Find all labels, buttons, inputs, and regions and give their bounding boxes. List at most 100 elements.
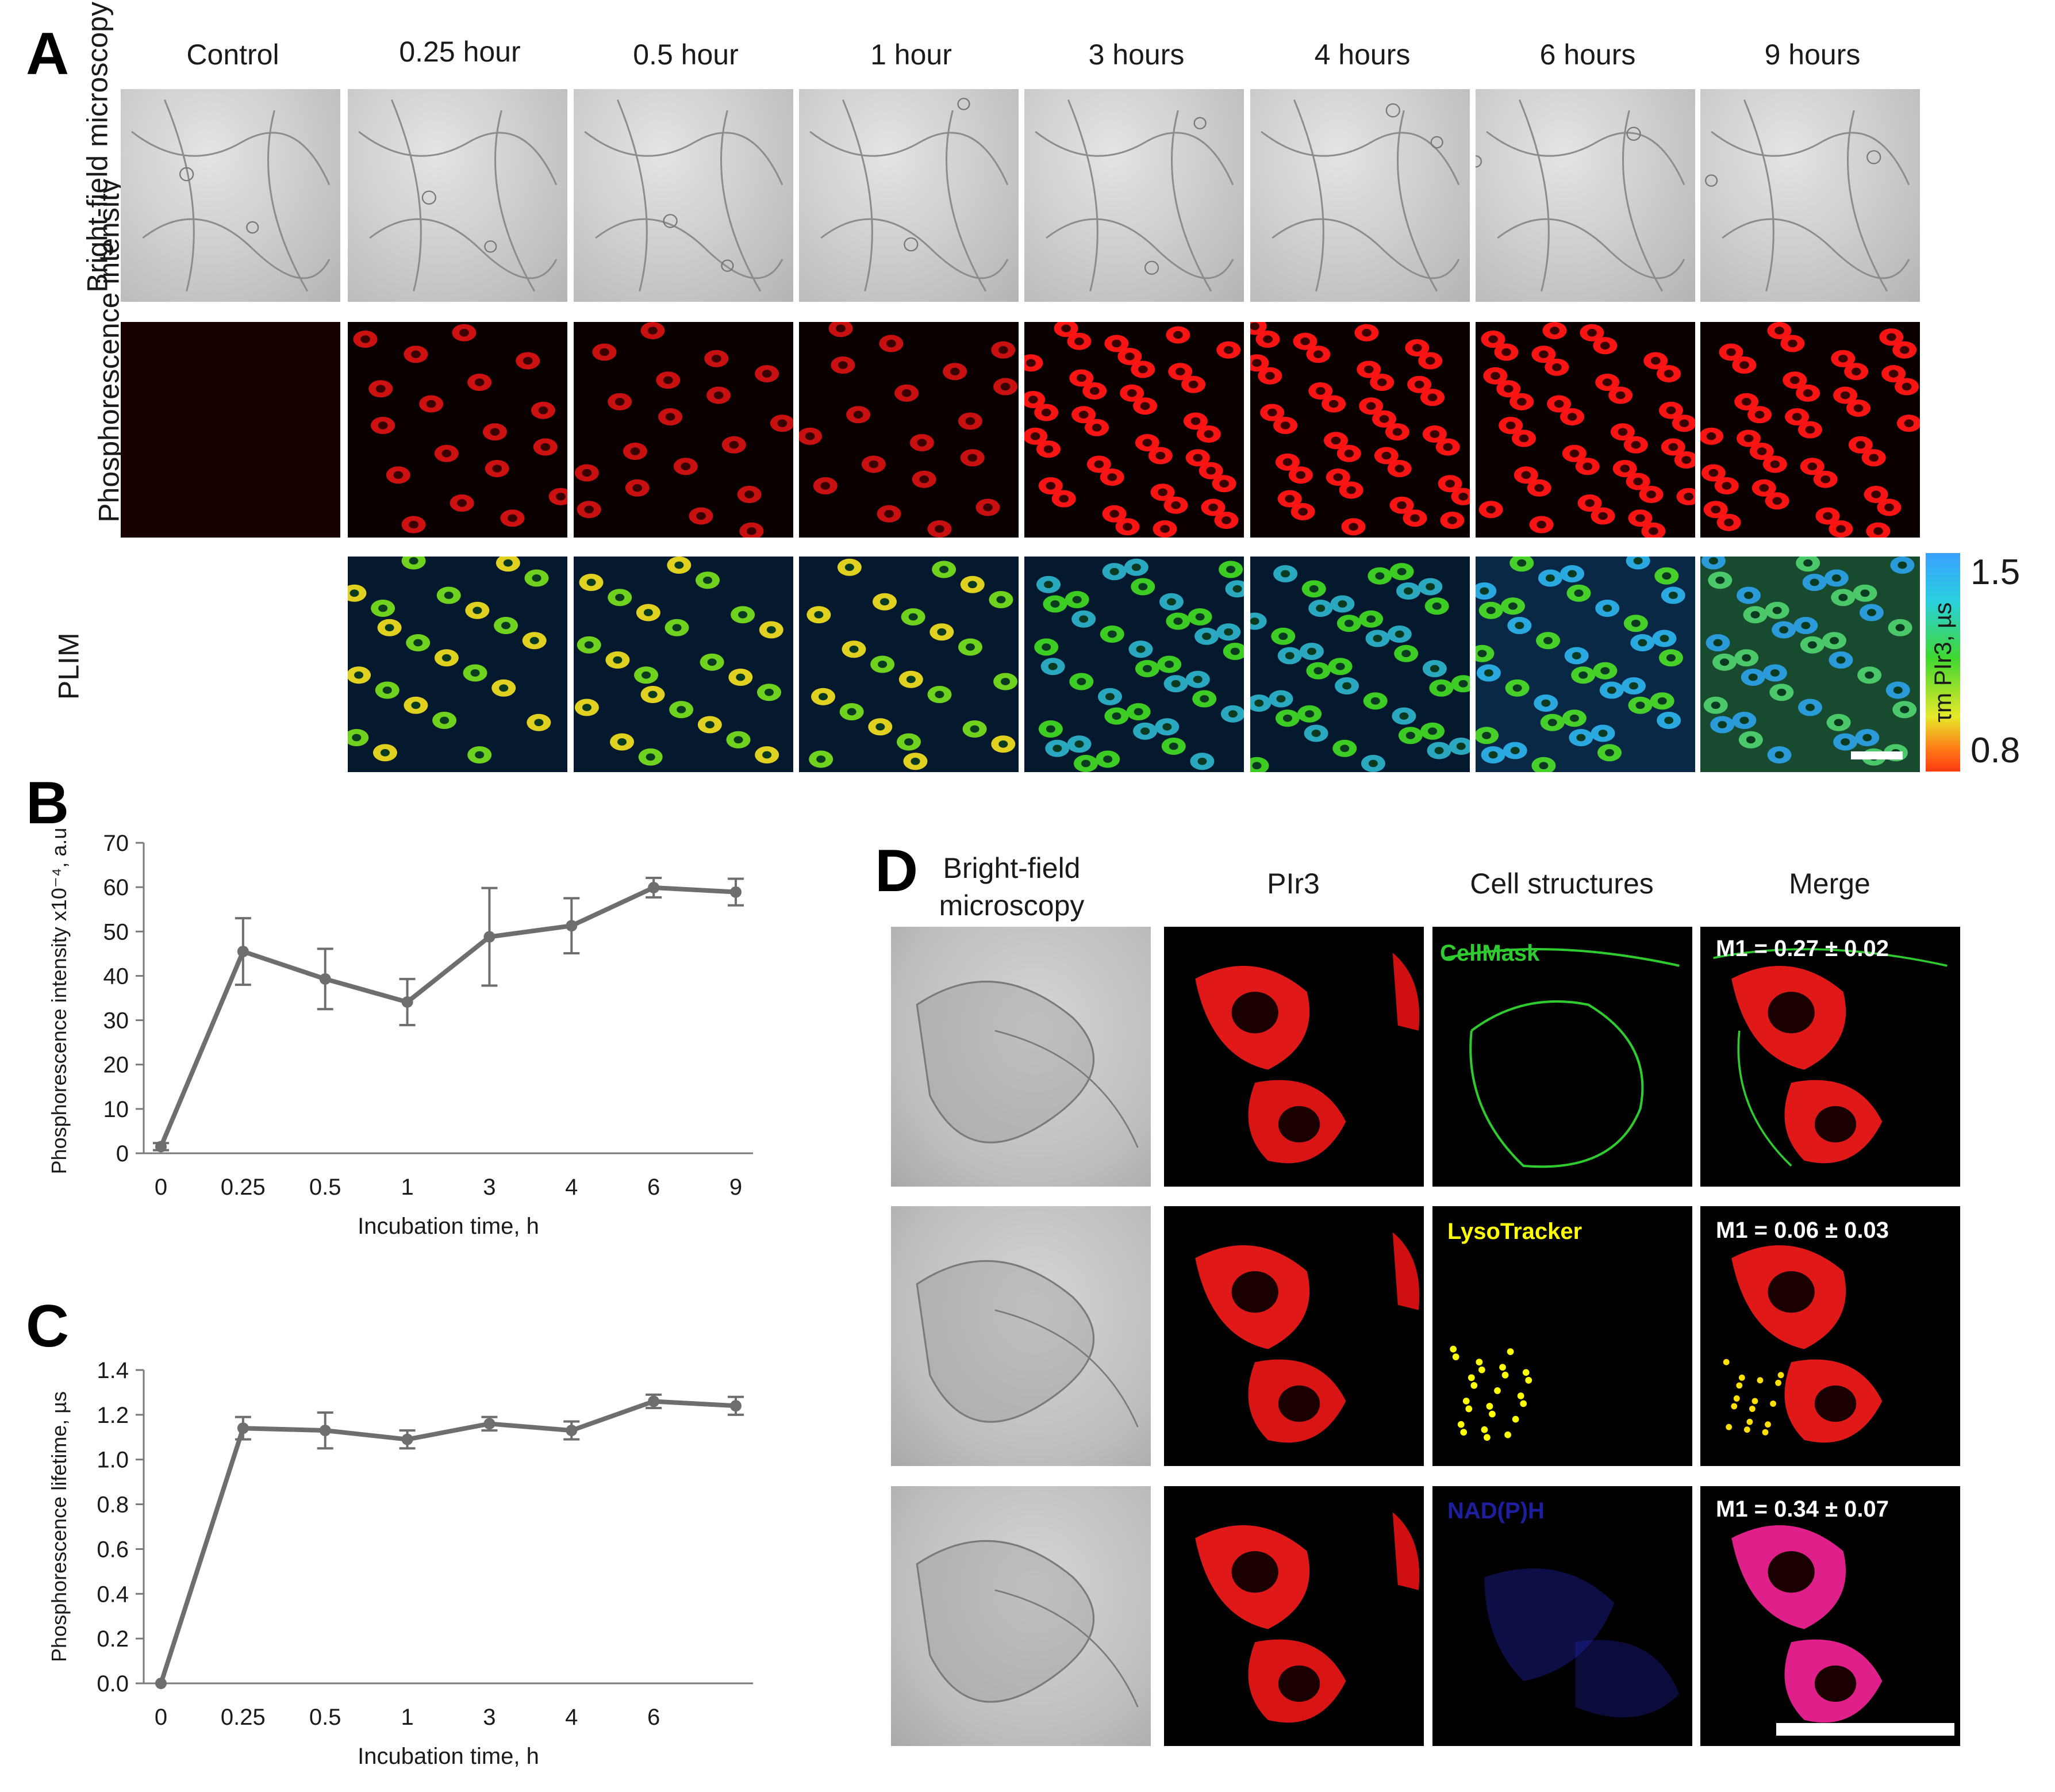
x-tick-label: 6: [647, 1705, 660, 1730]
panel-a-tile-ph-6h: [1476, 322, 1695, 538]
plim-colorbar: [1926, 553, 1960, 772]
data-point: [237, 1422, 249, 1434]
data-point: [401, 996, 413, 1008]
panel-a-tile-bf-0-5h: [574, 89, 793, 302]
panel-d-tile-cellmask-pir3: [1164, 927, 1424, 1187]
y-tick-label: 10: [103, 1097, 129, 1122]
data-point: [483, 931, 495, 943]
panel-d-col-header-pir3: PIr3: [1267, 868, 1320, 900]
x-tick-label: 3: [483, 1175, 495, 1200]
y-tick-label: 0.2: [97, 1626, 129, 1652]
data-point: [319, 973, 331, 985]
data-point: [155, 1141, 167, 1153]
y-tick-label: 50: [103, 919, 129, 945]
data-point: [155, 1678, 167, 1689]
panel-a-tile-bf-control: [121, 89, 340, 302]
y-tick-label: 60: [103, 875, 129, 900]
panel-d-tile-nadph-merge: [1700, 1486, 1960, 1746]
panel-a-tile-plim-0-5h: [574, 557, 793, 772]
panel-a-tile-ph-0-5h: [574, 322, 793, 538]
y-axis-label: Phosphorescence lifetime, µs: [47, 1391, 71, 1662]
x-tick-label: 0: [155, 1705, 167, 1730]
panel-a-tile-bf-4h: [1250, 89, 1470, 302]
panel-d-m1-lysotracker: M1 = 0.06 ± 0.03: [1716, 1218, 1889, 1243]
series-line: [159, 885, 736, 1148]
y-tick-label: 70: [103, 831, 129, 856]
panel-d-tile-lysotracker-cell-structures: [1432, 1206, 1692, 1466]
y-tick-label: 30: [103, 1008, 129, 1034]
y-tick-label: 20: [103, 1053, 129, 1078]
data-point: [237, 946, 249, 957]
panel-a-row-label-plim: PLIM: [52, 632, 85, 700]
panel-a-tile-plim-1h: [799, 557, 1019, 772]
y-tick-label: 0.0: [97, 1671, 129, 1697]
x-tick-label: 1: [401, 1705, 413, 1730]
data-point: [319, 1425, 331, 1437]
x-tick-label: 6: [647, 1175, 660, 1200]
data-point: [730, 1400, 742, 1412]
chart-panel-b: 0 10 20 30 40 50 60 70 0 0.25 0.5 1 3 4 6 9 Incubation t…: [47, 828, 753, 1239]
panel-a-tile-plim-6h: [1476, 557, 1695, 772]
data-point: [648, 1395, 660, 1407]
panel-a-col-header-0-5h: 0.5 hour: [633, 39, 739, 71]
x-tick-label: 0.5: [309, 1705, 341, 1730]
panel-a-scale-bar: [1851, 751, 1903, 759]
panel-d-tile-nadph-bright-field: [891, 1486, 1151, 1746]
panel-d-col-header-bright-field: Bright-field microscopy: [897, 850, 1127, 924]
y-tick-label: 0.8: [97, 1492, 129, 1518]
panel-a-tile-plim-3h: [1024, 557, 1244, 772]
panel-d-stain-label-cellmask: CellMask: [1440, 941, 1540, 966]
x-tick-label: 0: [155, 1175, 167, 1200]
panel-a-tile-plim-9h: [1700, 557, 1920, 772]
panel-d-tile-nadph-pir3: [1164, 1486, 1424, 1746]
y-tick-label: 0.6: [97, 1537, 129, 1562]
panel-d-stain-label-lysotracker: LysoTracker: [1447, 1219, 1582, 1244]
panel-a-tile-ph-1h: [799, 322, 1019, 538]
panel-d-col-header-merge: Merge: [1789, 868, 1870, 900]
panel-a-col-header-6h: 6 hours: [1539, 39, 1636, 71]
y-axis-label: Phosphorescence intensity x10⁻⁴, a.u.: [47, 828, 71, 1174]
y-tick-label: 0: [116, 1141, 129, 1166]
y-tick-label: 1.2: [97, 1403, 129, 1428]
panel-a-col-header-1h: 1 hour: [870, 39, 952, 71]
panel-a-col-header-control: Control: [186, 39, 279, 71]
x-tick-label: 1: [401, 1175, 413, 1200]
colorbar-max-label: 1.5: [1971, 552, 2021, 592]
panel-a-tile-bf-1h: [799, 89, 1019, 302]
x-tick-label: 4: [565, 1705, 578, 1730]
y-tick-label: 1.0: [97, 1448, 129, 1473]
panel-a-tile-bf-6h: [1476, 89, 1695, 302]
panel-a-col-header-4h: 4 hours: [1314, 39, 1411, 71]
panel-a-tile-plim-4h: [1250, 557, 1470, 772]
panel-label-c: C: [26, 1293, 70, 1360]
series-line: [159, 1399, 736, 1684]
panel-d-tile-lysotracker-bright-field: [891, 1206, 1151, 1466]
x-tick-label: 9: [729, 1175, 742, 1200]
panel-d-tile-nadph-cell-structures: [1432, 1486, 1692, 1746]
data-point: [401, 1433, 413, 1445]
panel-a-tile-bf-0-25h: [348, 89, 567, 302]
panel-d-col-header-cell-structures: Cell structures: [1470, 868, 1654, 900]
panel-a-tile-ph-0-25h: [348, 322, 567, 538]
panel-a-tile-ph-9h: [1700, 322, 1920, 538]
panel-a-tile-bf-3h: [1024, 89, 1244, 302]
y-tick-label: 1.4: [97, 1358, 129, 1383]
data-point: [730, 886, 742, 898]
panel-a-col-header-3h: 3 hours: [1088, 39, 1185, 71]
panel-d-m1-cellmask: M1 = 0.27 ± 0.02: [1716, 936, 1889, 961]
panel-a-col-header-0-25h: 0.25 hour: [399, 36, 521, 68]
data-point: [483, 1418, 495, 1430]
panel-d-tile-cellmask-cell-structures: [1432, 927, 1692, 1187]
panel-d-tile-cellmask-bright-field: [891, 927, 1151, 1187]
data-point: [648, 881, 660, 893]
colorbar-min-label: 0.8: [1971, 731, 2021, 770]
panel-d-m1-nadph: M1 = 0.34 ± 0.07: [1716, 1496, 1889, 1522]
panel-label-b: B: [26, 770, 70, 836]
x-tick-label: 3: [483, 1705, 495, 1730]
panel-d-tile-cellmask-merge: [1700, 927, 1960, 1187]
data-point: [566, 920, 578, 932]
panel-d-stain-label-nadph: NAD(P)H: [1447, 1498, 1545, 1524]
panel-a-col-header-9h: 9 hours: [1764, 39, 1861, 71]
panel-d-scale-bar: [1776, 1723, 1954, 1736]
